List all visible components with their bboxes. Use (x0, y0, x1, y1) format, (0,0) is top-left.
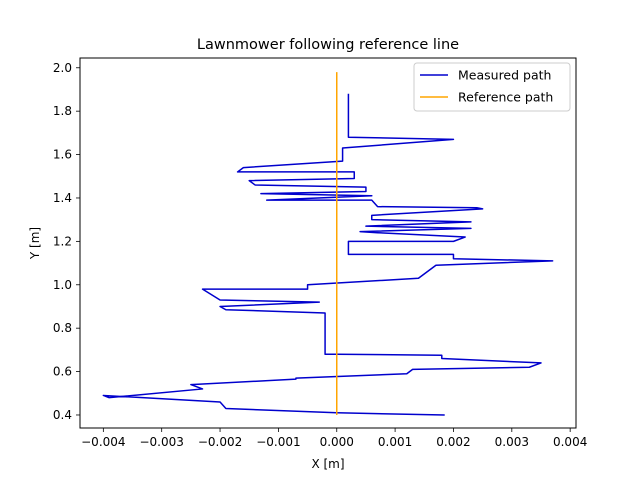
x-tick-label: 0.002 (436, 435, 470, 449)
x-tick-label: −0.001 (256, 435, 300, 449)
x-axis: −0.004 −0.003 −0.002 −0.001 0.000 0.001 0.002 0… (81, 428, 587, 449)
x-tick-label: 0.004 (553, 435, 587, 449)
y-tick-label: 1.0 (53, 278, 72, 292)
y-tick-label: 0.4 (53, 408, 72, 422)
x-tick-label: 0.001 (378, 435, 412, 449)
legend: Measured path Reference path (413, 62, 571, 112)
x-tick-label: −0.003 (139, 435, 183, 449)
legend-label-reference: Reference path (458, 90, 553, 105)
y-tick-label: 1.4 (53, 191, 72, 205)
x-tick-label: −0.004 (81, 435, 125, 449)
legend-box (413, 62, 571, 112)
y-tick-label: 0.8 (53, 321, 72, 335)
axes-frame (79, 57, 577, 429)
y-axis-label: Y [m] (28, 227, 42, 260)
y-tick-label: 0.6 (53, 365, 72, 379)
series-line-measured (102, 93, 554, 416)
y-tick-label: 1.2 (53, 234, 72, 248)
legend-label-measured: Measured path (458, 68, 551, 83)
x-tick-label: 0.000 (320, 435, 354, 449)
y-tick-label: 1.6 (53, 148, 72, 162)
y-tick-label: 1.8 (53, 104, 72, 118)
chart-title: Lawnmower following reference line (197, 37, 459, 53)
x-tick-label: −0.002 (198, 435, 242, 449)
x-axis-label: X [m] (311, 457, 344, 471)
x-tick-label: 0.003 (495, 435, 529, 449)
y-axis: 0.4 0.6 0.8 1.0 1.2 1.4 1.6 1.8 2.0 (53, 61, 80, 422)
y-tick-label: 2.0 (53, 61, 72, 75)
plot-area (102, 72, 554, 416)
